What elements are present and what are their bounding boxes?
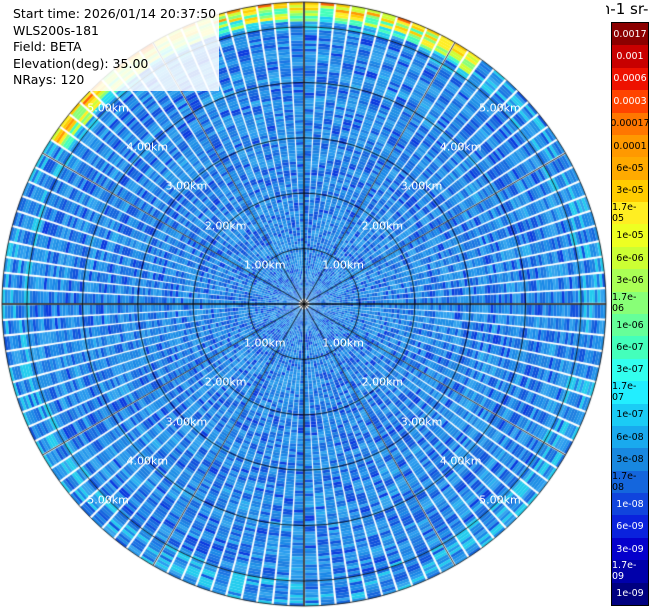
colorbar-cell: 0.0017 <box>612 23 648 46</box>
colorbar-cell: 1.7e-08 <box>612 470 648 494</box>
colorbar-cell: 1.7e-05 <box>612 202 648 225</box>
colorbar-cell: 0.0003 <box>612 90 648 113</box>
colorbar-cell: 0.001 <box>612 45 648 68</box>
colorbar-cell: 1e-08 <box>612 493 648 516</box>
colorbar-cell: 6e-09 <box>612 515 648 538</box>
instrument-text: WLS200s-181 <box>13 22 99 38</box>
colorbar-legend: 0.0017 0.001 0.0006 0.0003 0.00017 0.0001 6e-0… <box>610 22 650 606</box>
colorbar-cell: 1.7e-06 <box>612 291 648 314</box>
start-time-text: Start time: 2026/01/14 20:37:50 <box>13 6 217 21</box>
colorbar-cell: 1.7e-07 <box>612 381 648 404</box>
colorbar-cell: 1e-05 <box>612 224 648 247</box>
colorbar-cell: 3e-05 <box>612 179 648 203</box>
colorbar-cell: 6e-05 <box>612 157 648 180</box>
nrays-text: NRays: 120 <box>13 72 85 87</box>
colorbar-cell: 1e-09 <box>612 582 648 605</box>
colorbar-cell: 1e-06 <box>612 314 648 337</box>
field-text: Field: BETA <box>13 39 82 54</box>
colorbar-cell: 6e-07 <box>612 336 648 359</box>
colorbar-cell: 1e-07 <box>612 403 648 426</box>
colorbar-cell: 6e-08 <box>612 425 648 449</box>
colorbar-cell: 3e-07 <box>612 358 648 382</box>
colorbar-cell: 0.0006 <box>612 67 648 91</box>
colorbar-cell: 3e-06 <box>612 269 648 292</box>
elevation-text: Elevation(deg): 35.00 <box>13 55 149 71</box>
colorbar-cell: 1.7e-09 <box>612 560 648 583</box>
unit-title-text: m-1 sr-1 <box>606 0 650 18</box>
colorbar-cell: 3e-08 <box>612 448 648 471</box>
scan-info-panel: Start time: 2026/01/14 20:37:50 WLS200s-… <box>12 5 220 91</box>
colorbar-cell: 6e-06 <box>612 246 648 270</box>
colorbar-cell: 3e-09 <box>612 537 648 561</box>
colorbar-unit-title: m-1 sr-1 <box>606 0 650 18</box>
colorbar-cell: 0.0001 <box>612 134 648 158</box>
colorbar-cell: 0.00017 <box>610 112 650 135</box>
